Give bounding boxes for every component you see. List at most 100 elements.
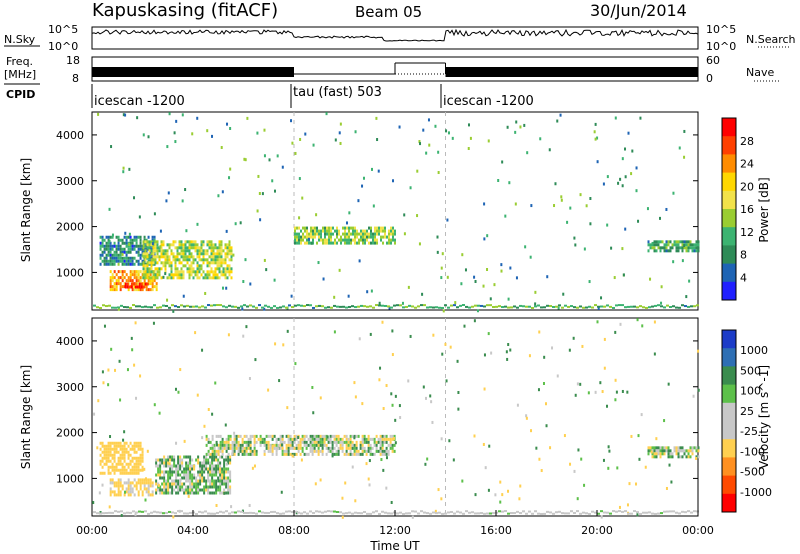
- echo-cell: [649, 246, 652, 250]
- echo-cell: [187, 461, 190, 465]
- echo-cell: [162, 264, 165, 268]
- echo-cell: [225, 446, 228, 450]
- echo-cell: [113, 471, 116, 475]
- echo-cell: [253, 446, 256, 450]
- echo-cell: [167, 470, 170, 474]
- echo-cell: [538, 330, 541, 334]
- echo-cell: [372, 235, 374, 239]
- echo-cell: [311, 437, 314, 441]
- ground-scatter-cell: [96, 512, 99, 515]
- ground-scatter-cell: [438, 511, 441, 514]
- echo-cell: [127, 478, 130, 482]
- velocity-colorbar-label: Velocity [m s^-1]: [757, 365, 771, 469]
- x-axis-label: Time UT: [369, 539, 420, 553]
- echo-cell: [166, 258, 169, 262]
- echo-cell: [129, 262, 132, 266]
- echo-cell: [243, 446, 246, 450]
- ground-scatter-cell: [432, 511, 435, 514]
- echo-cell: [354, 235, 356, 239]
- echo-cell: [219, 485, 222, 489]
- echo-cell: [344, 238, 346, 242]
- echo-cell: [179, 368, 182, 372]
- echo-cell: [118, 359, 121, 363]
- echo-cell: [138, 215, 141, 219]
- echo-cell: [200, 258, 203, 262]
- ground-scatter-cell: [564, 304, 567, 307]
- echo-cell: [131, 288, 134, 292]
- echo-cell: [687, 243, 690, 247]
- echo-cell: [152, 273, 155, 277]
- echo-cell: [277, 447, 280, 451]
- echo-cell: [379, 440, 382, 444]
- echo-cell: [211, 446, 214, 450]
- echo-cell: [231, 443, 234, 447]
- echo-cell: [297, 435, 300, 439]
- ground-scatter-cell: [555, 305, 558, 308]
- ground-scatter-cell: [273, 305, 276, 308]
- echo-cell: [382, 226, 384, 230]
- echo-cell: [383, 434, 386, 438]
- echo-cell: [221, 473, 224, 477]
- echo-cell: [362, 232, 364, 236]
- echo-cell: [182, 243, 185, 247]
- echo-cell: [226, 267, 229, 271]
- echo-cell: [213, 473, 216, 477]
- echo-cell: [241, 437, 244, 441]
- echo-cell: [185, 461, 188, 465]
- echo-cell: [390, 500, 393, 504]
- echo-cell: [137, 259, 140, 263]
- power-colorbar-label: Power [dB]: [757, 177, 771, 242]
- echo-cell: [150, 261, 153, 265]
- echo-cell: [299, 452, 302, 456]
- echo-cell: [661, 246, 664, 250]
- echo-cell: [209, 467, 212, 471]
- echo-cell: [287, 440, 290, 444]
- ground-scatter-cell: [483, 512, 486, 515]
- echo-cell: [117, 459, 120, 463]
- echo-cell: [677, 455, 680, 459]
- echo-cell: [315, 213, 318, 217]
- echo-cell: [507, 297, 510, 301]
- echo-cell: [174, 270, 177, 274]
- ground-scatter-cell: [642, 306, 645, 309]
- echo-cell: [212, 249, 215, 253]
- echo-cell: [197, 482, 200, 486]
- echo-cell: [320, 235, 322, 239]
- echo-cell: [156, 249, 159, 253]
- echo-cell: [353, 443, 356, 447]
- echo-cell: [321, 440, 324, 444]
- echo-cell: [177, 491, 180, 495]
- ground-scatter-cell: [573, 511, 576, 514]
- echo-cell: [137, 493, 140, 497]
- echo-cell: [145, 487, 148, 491]
- echo-cell: [137, 471, 140, 475]
- echo-cell: [117, 235, 120, 239]
- echo-cell: [123, 471, 126, 475]
- echo-cell: [273, 189, 276, 193]
- echo-cell: [129, 447, 132, 451]
- echo-cell: [563, 434, 566, 438]
- ground-scatter-cell: [288, 304, 291, 307]
- echo-cell: [127, 247, 130, 251]
- echo-cell: [675, 446, 678, 450]
- echo-cell: [244, 258, 247, 262]
- echo-cell: [184, 255, 187, 259]
- echo-cell: [111, 285, 114, 289]
- echo-cell: [291, 141, 294, 145]
- ground-scatter-cell: [129, 306, 132, 309]
- ground-scatter-cell: [456, 510, 459, 513]
- echo-cell: [188, 246, 191, 250]
- echo-cell: [432, 333, 435, 337]
- ground-scatter-cell: [666, 304, 669, 307]
- echo-cell: [339, 446, 342, 450]
- echo-cell: [556, 119, 559, 123]
- echo-cell: [231, 440, 234, 444]
- echo-cell: [243, 440, 246, 444]
- echo-cell: [162, 275, 165, 279]
- echo-cell: [354, 395, 357, 399]
- echo-cell: [224, 270, 227, 274]
- echo-cell: [602, 458, 605, 462]
- ground-scatter-cell: [327, 306, 330, 309]
- echo-cell: [135, 465, 138, 469]
- echo-cell: [103, 456, 106, 460]
